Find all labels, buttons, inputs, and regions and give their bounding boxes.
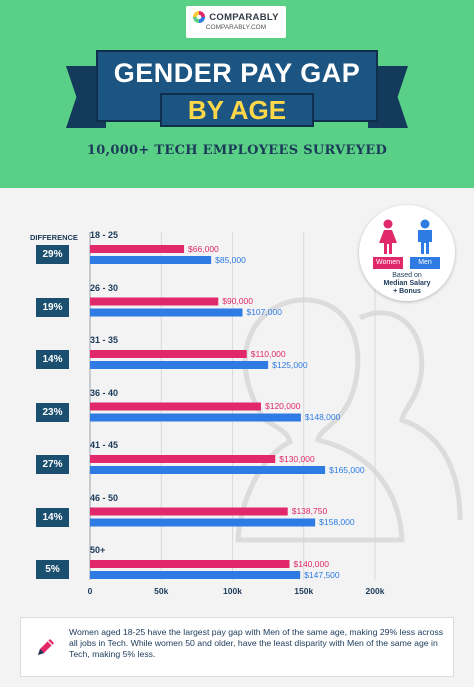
legend-note-line2: Median Salary — [383, 280, 431, 287]
x-tick-label: 150k — [294, 586, 314, 596]
value-label-men: $165,000 — [329, 464, 365, 475]
age-group-label: 36 - 40 — [90, 387, 119, 398]
brand-logo[interactable]: COMPARABLY COMPARABLY.COM — [186, 6, 286, 38]
value-label-men: $148,000 — [304, 412, 341, 422]
legend-men: Men — [410, 257, 440, 269]
pencil-icon — [38, 639, 54, 655]
difference-badge: 14% — [36, 350, 69, 369]
legend-note-line3: + Bonus — [393, 288, 421, 295]
x-tick-label: 200k — [365, 586, 385, 596]
value-label-men: $107,000 — [246, 307, 282, 317]
brand-url: COMPARABLY.COM — [205, 24, 267, 31]
man-icon — [418, 219, 432, 254]
chart-legend: Women Men Based on Median Salary + Bonus — [359, 205, 455, 301]
value-label-women: $130,000 — [279, 453, 315, 464]
bar-men — [90, 413, 301, 422]
bar-men — [90, 308, 243, 317]
title-banner: GENDER PAY GAP — [96, 50, 378, 122]
bar-women — [90, 297, 219, 306]
value-label-women: $90,000 — [222, 296, 253, 306]
bar-women — [90, 507, 288, 516]
legend-women: Women — [373, 257, 403, 269]
bar-men — [90, 518, 316, 527]
page-title: GENDER PAY GAP — [113, 58, 361, 88]
age-group-label: 41 - 45 — [90, 440, 119, 450]
age-group-label: 46 - 50 — [90, 492, 119, 503]
value-label-men: $125,000 — [272, 359, 308, 370]
bar-women — [90, 402, 261, 411]
insight-text: Women aged 18-25 have the largest pay ga… — [69, 627, 444, 659]
insight-note: Women aged 18-25 have the largest pay ga… — [20, 617, 454, 677]
value-label-men: $85,000 — [215, 254, 246, 265]
footer: Women aged 18-25 have the largest pay ga… — [0, 613, 474, 687]
bar-women — [90, 350, 247, 358]
x-tick-label: 100k — [223, 586, 242, 596]
difference-header: DIFFERENCE — [30, 233, 78, 242]
value-label-men: $147,500 — [304, 569, 340, 580]
bar-women — [90, 455, 276, 463]
page-title-line2: BY AGE — [160, 93, 314, 127]
bar-chart — [89, 232, 463, 580]
legend-note: Based on Median Salary + Bonus — [359, 272, 455, 296]
difference-badge: 23% — [36, 402, 69, 422]
value-label-women: $138,750 — [291, 506, 328, 516]
header-banner: COMPARABLY COMPARABLY.COM GENDER PAY GAP… — [0, 0, 474, 188]
brand-name: COMPARABLY — [209, 11, 279, 23]
bar-men — [90, 466, 326, 474]
value-label-women: $66,000 — [188, 243, 219, 254]
comparably-logo-icon — [193, 11, 206, 23]
value-label-women: $140,000 — [293, 558, 329, 569]
bar-men — [90, 256, 212, 264]
difference-badge: 19% — [36, 297, 69, 317]
difference-badge: 29% — [36, 245, 69, 264]
bar-women — [90, 245, 185, 253]
difference-badge: 5% — [36, 560, 69, 579]
age-group-label: 18 - 25 — [90, 230, 119, 240]
value-label-women: $110,000 — [250, 348, 286, 359]
age-group-label: 26 - 30 — [90, 282, 119, 293]
age-group-label: 50+ — [90, 545, 106, 555]
legend-note-line1: Based on — [392, 272, 422, 279]
bar-women — [90, 560, 290, 568]
bar-men — [90, 571, 301, 579]
value-label-men: $158,000 — [319, 517, 355, 527]
difference-badge: 27% — [36, 455, 69, 474]
woman-icon — [379, 219, 397, 254]
x-tick-label: 50k — [154, 586, 169, 596]
page-subtitle: 10,000+ TECH EMPLOYEES SURVEYED — [86, 143, 388, 158]
chart-bars — [90, 245, 326, 579]
bar-men — [90, 361, 269, 369]
difference-badge: 14% — [36, 507, 69, 527]
age-group-label: 31 - 35 — [90, 335, 119, 345]
value-label-women: $120,000 — [265, 401, 301, 411]
x-tick-label: 0 — [87, 586, 93, 596]
